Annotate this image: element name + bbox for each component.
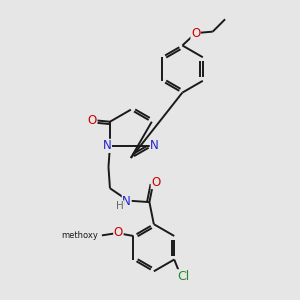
Text: methoxy: methoxy bbox=[61, 232, 98, 241]
Text: O: O bbox=[151, 176, 160, 189]
Text: H: H bbox=[116, 201, 124, 211]
Text: O: O bbox=[88, 114, 97, 127]
Text: O: O bbox=[114, 226, 123, 239]
Text: N: N bbox=[103, 140, 111, 152]
Text: N: N bbox=[122, 195, 131, 208]
Text: N: N bbox=[150, 140, 159, 152]
Text: Cl: Cl bbox=[177, 270, 189, 283]
Text: O: O bbox=[191, 27, 200, 40]
